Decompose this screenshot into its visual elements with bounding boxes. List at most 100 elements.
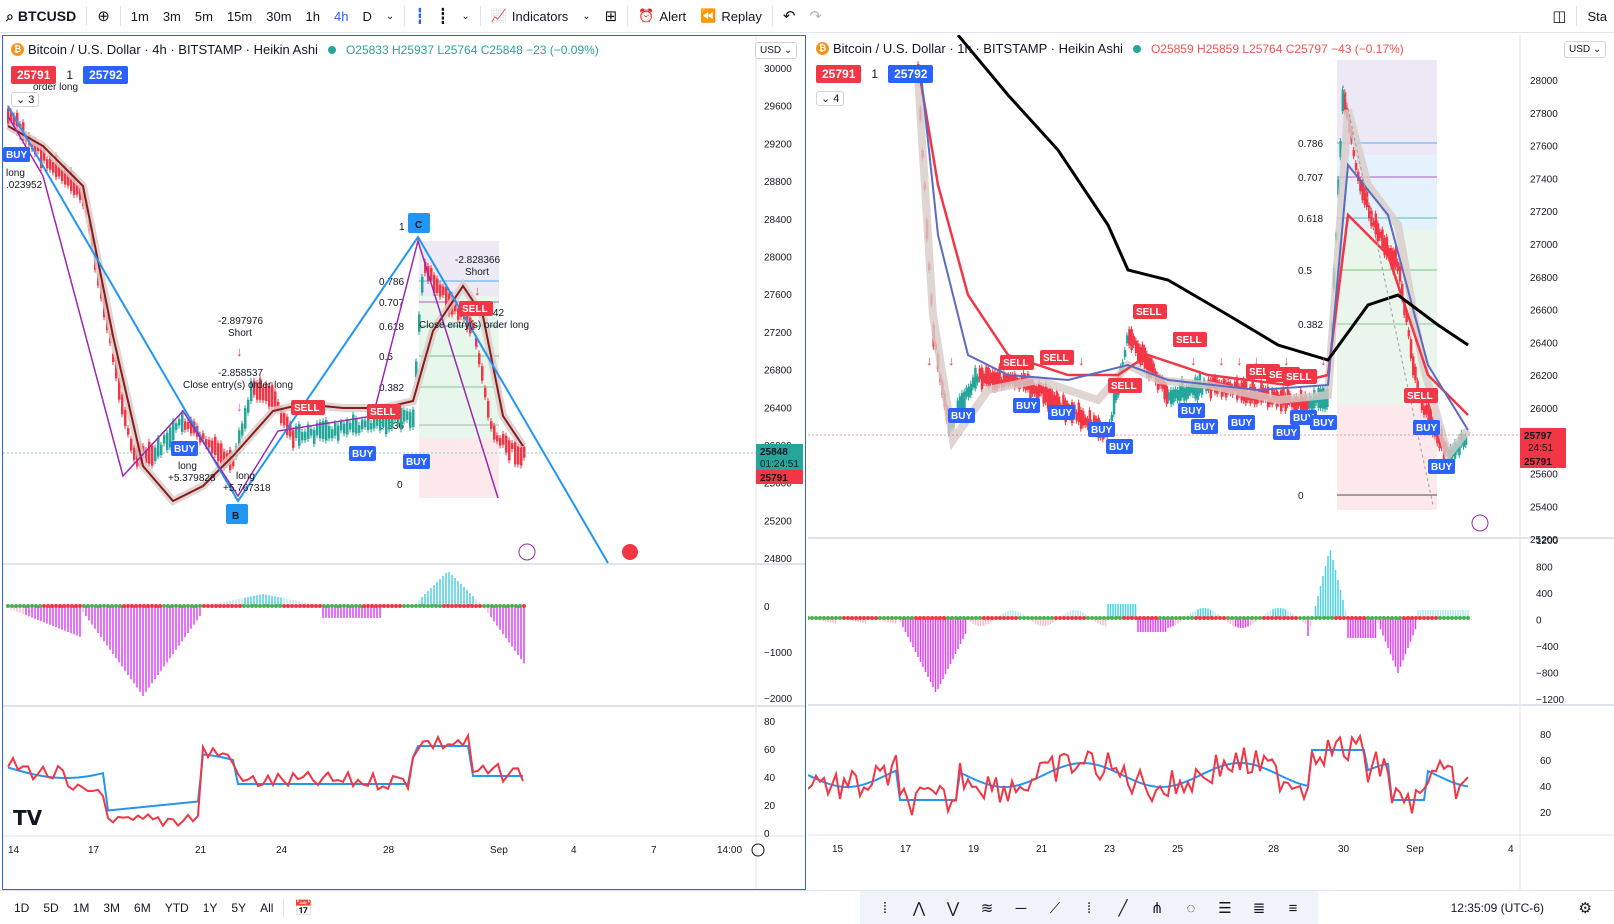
indicators-button[interactable]: 📈 Indicators [484, 0, 576, 33]
macd-signal-dot [290, 604, 294, 608]
buy-price-button[interactable]: 25792 [83, 66, 129, 84]
macd-signal-dot [262, 604, 266, 608]
drag-handle-icon[interactable]: ⁞ [882, 899, 888, 917]
price-tick-label: 24800 [764, 554, 792, 565]
interval-1m[interactable]: 1m [130, 8, 149, 24]
buy-signal: BUY [1416, 423, 1437, 434]
sell-price-button[interactable]: 25791 [816, 65, 862, 83]
more-tools-icon[interactable]: ≡ [1288, 899, 1298, 917]
compare-add-icon[interactable]: ⊕ [97, 8, 110, 25]
macd-signal-dot [458, 604, 462, 608]
range-1m[interactable]: 1M [72, 900, 90, 915]
trend-line-icon[interactable]: ⟋ [1049, 899, 1061, 917]
clock[interactable]: 12:35:09 (UTC-6) [1450, 901, 1544, 915]
date-range-icon[interactable]: 📅 [294, 899, 314, 917]
annotation-close: Close entry(s) order long [419, 320, 529, 331]
save-area[interactable]: Sta [1587, 8, 1607, 24]
currency-selector[interactable]: USD ⌄ [755, 42, 798, 59]
fib-retracement-icon[interactable]: ⦙ [1087, 899, 1091, 917]
macd-signal-dot [222, 604, 226, 608]
interval-15m[interactable]: 15m [226, 8, 253, 24]
macd-signal-dot [270, 604, 274, 608]
macd-signal-dot [190, 604, 194, 608]
alert-button[interactable]: ⏰ Alert [631, 0, 693, 33]
chart-title-right[interactable]: Bitcoin / U.S. Dollar · 1h · BITSTAMP · … [833, 41, 1123, 56]
interval-1h[interactable]: 1h [305, 8, 321, 24]
indicator-collapse-button[interactable]: ⌄ 4 [816, 91, 845, 106]
chart-canvas-right[interactable]: 28000 27800 27600 27400 27200 27000 26800 26600… [808, 35, 1614, 890]
interval-30m[interactable]: 30m [266, 8, 292, 24]
range-ytd[interactable]: YTD [164, 900, 189, 915]
macd-signal-dot [282, 604, 286, 608]
ma-line [7, 125, 524, 503]
candle-body [181, 412, 184, 433]
candle-body [262, 387, 265, 401]
time-tick-label: 21 [195, 845, 207, 856]
time-tick-label: Sep [490, 845, 508, 856]
macd-signal-dot [1462, 616, 1466, 620]
ray-icon[interactable]: ╱ [1118, 900, 1128, 917]
redo-icon[interactable]: ↷ [809, 8, 822, 25]
macd-signal-dot [138, 604, 142, 608]
macd-signal-dot [1422, 616, 1426, 620]
candle-body [421, 276, 424, 293]
pitchfork-icon[interactable]: ⋔ [1150, 900, 1164, 917]
chevron-down-icon[interactable]: ⌄ [461, 10, 470, 22]
currency-selector[interactable]: USD ⌄ [1564, 41, 1607, 58]
candle-body [1046, 388, 1050, 409]
macd-signal-dot [394, 604, 398, 608]
interval-d[interactable]: D [362, 8, 372, 24]
candles-icon[interactable]: ┇ [415, 8, 425, 25]
divider [283, 897, 285, 918]
annotation-short-value: -2.828366 [455, 255, 500, 266]
sell-price-button[interactable]: 25791 [11, 66, 57, 84]
buy-price-button[interactable]: 25792 [888, 65, 934, 83]
range-1d[interactable]: 1D [14, 900, 30, 915]
interval-3m[interactable]: 3m [162, 8, 181, 24]
settings-icon[interactable]: ⚙ [1578, 900, 1592, 917]
bar-style-icon[interactable]: ┋ [438, 8, 448, 25]
interval-4h[interactable]: 4h [334, 8, 349, 24]
regression-icon[interactable]: ≣ [1252, 900, 1266, 917]
fib-channel-icon[interactable]: ≋ [980, 900, 994, 917]
chevron-down-icon[interactable]: ⌄ [582, 10, 591, 22]
price-tick-label: 27000 [1530, 240, 1558, 251]
panel-toggle-icon[interactable]: ◫ [1552, 8, 1567, 25]
buy-signal-bg [1310, 415, 1337, 430]
price-tick-label: 28800 [764, 177, 792, 188]
replay-button[interactable]: ⏪ Replay [693, 0, 769, 33]
macd-signal-dot [422, 604, 426, 608]
candle-body [1392, 250, 1395, 272]
chevron-down-icon[interactable]: ⌄ [385, 10, 395, 22]
macd-signal-dot [198, 604, 202, 608]
candle-body [418, 314, 421, 332]
range-5d[interactable]: 5D [43, 900, 59, 915]
undo-icon[interactable]: ↶ [782, 8, 796, 25]
interval-5m[interactable]: 5m [194, 8, 213, 24]
range-5y[interactable]: 5Y [231, 900, 247, 915]
parallel-channel-icon[interactable]: ☰ [1218, 900, 1232, 917]
range-6m[interactable]: 6M [134, 900, 151, 915]
macd-signal-dot [10, 604, 14, 608]
chart-canvas-left[interactable]: 3000029600292002880028400280002760027200… [3, 36, 805, 889]
chart-title-left[interactable]: Bitcoin / U.S. Dollar · 4h · BITSTAMP · … [28, 42, 318, 57]
price-tick-label: 25400 [1530, 502, 1558, 513]
macd-signal-dot [14, 604, 18, 608]
candle-body [55, 155, 58, 178]
indicator-collapse-button[interactable]: ⌄ 3 [11, 92, 40, 107]
candle-body [523, 446, 526, 458]
range-all[interactable]: All [260, 900, 274, 915]
range-1y[interactable]: 1Y [202, 900, 218, 915]
symbol-search[interactable]: ⌕ BTCUSD [0, 0, 83, 33]
pattern-abc-icon[interactable]: ⋁ [946, 900, 960, 917]
layout-icon[interactable]: ⊞ [604, 8, 618, 25]
chart-pane-right[interactable]: 28000 27800 27600 27400 27200 27000 26800 26600… [808, 35, 1614, 890]
macd-signal-dot [978, 616, 982, 620]
gann-icon[interactable]: ◌ [1186, 899, 1196, 917]
range-3m[interactable]: 3M [103, 900, 121, 915]
macd-signal-dot [878, 616, 882, 620]
macd-signal-dot [890, 616, 894, 620]
pattern-xabcd-icon[interactable]: ⋀ [912, 900, 926, 917]
horizontal-line-icon[interactable]: ─ [1015, 899, 1027, 917]
chart-pane-left[interactable]: 30000 29600 29200 28800 28400 28000 27600 27200… [2, 35, 806, 890]
